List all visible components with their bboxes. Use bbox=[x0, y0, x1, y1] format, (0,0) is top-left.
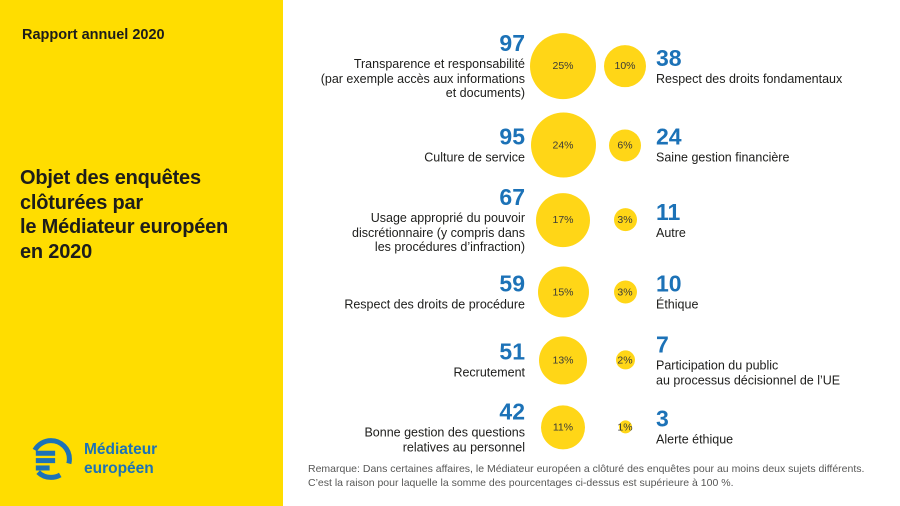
right-percent: 3% bbox=[617, 213, 633, 226]
left-value: 51 bbox=[499, 338, 525, 365]
ombudsman-logo: Médiateur européen bbox=[28, 436, 157, 482]
right-value: 3 bbox=[656, 405, 669, 432]
right-bubble: 1% bbox=[617, 420, 633, 434]
footnote: Remarque: Dans certaines affaires, le Mé… bbox=[308, 463, 865, 489]
left-entry: 42 Bonne gestion des questions relatives… bbox=[283, 399, 525, 454]
right-percent: 3% bbox=[617, 286, 633, 298]
left-bubble: 24% bbox=[530, 112, 596, 178]
left-bubble-cell: 11% bbox=[525, 404, 601, 449]
right-label: Respect des droits fondamentaux bbox=[656, 71, 843, 86]
right-entry: 3 Alerte éthique bbox=[656, 407, 733, 448]
right-value: 10 bbox=[656, 270, 682, 297]
ombudsman-logo-text: Médiateur européen bbox=[84, 441, 158, 477]
left-label: Usage approprié du pouvoir discrétionnai… bbox=[352, 211, 525, 255]
left-label: Respect des droits de procédure bbox=[344, 297, 525, 312]
right-bubble: 10% bbox=[604, 44, 646, 87]
left-bubble: 17% bbox=[536, 192, 590, 247]
right-bubble: 6% bbox=[609, 129, 641, 161]
right-percent: 6% bbox=[617, 139, 633, 151]
right-bubble: 3% bbox=[613, 280, 637, 304]
right-bubble-cell: 3% bbox=[601, 208, 649, 232]
left-value: 59 bbox=[499, 270, 525, 297]
left-label: Recrutement bbox=[453, 365, 525, 380]
right-label: Autre bbox=[656, 225, 686, 240]
right-value: 7 bbox=[656, 331, 669, 358]
chart-row: 97 Transparence et responsabilité (par e… bbox=[283, 31, 900, 101]
right-value: 24 bbox=[656, 123, 682, 150]
left-label: Culture de service bbox=[424, 150, 525, 165]
right-label: Éthique bbox=[656, 297, 699, 312]
chart-row: 95 Culture de service 24% 6% 24 Saine ge… bbox=[283, 112, 900, 178]
page-title: Objet des enquêtes clôturées par le Médi… bbox=[20, 167, 229, 263]
right-entry: 24 Saine gestion financière bbox=[656, 125, 789, 166]
sidebar: Rapport annuel 2020 Objet des enquêtes c… bbox=[0, 0, 283, 506]
left-entry: 59 Respect des droits de procédure bbox=[283, 272, 525, 313]
right-entry: 11 Autre bbox=[656, 200, 686, 241]
left-percent: 11% bbox=[552, 420, 574, 433]
right-label: Participation du public au processus déc… bbox=[656, 358, 841, 388]
right-value: 11 bbox=[656, 198, 681, 225]
right-entry: 10 Éthique bbox=[656, 272, 698, 313]
left-bubble: 15% bbox=[537, 266, 589, 318]
right-bubble: 3% bbox=[613, 208, 637, 232]
chart-row: 42 Bonne gestion des questions relatives… bbox=[283, 399, 900, 454]
right-bubble-cell: 6% bbox=[601, 129, 649, 161]
left-bubble-cell: 24% bbox=[525, 112, 601, 178]
left-label: Bonne gestion des questions relatives au… bbox=[364, 425, 525, 455]
left-bubble-cell: 17% bbox=[525, 192, 601, 247]
left-entry: 97 Transparence et responsabilité (par e… bbox=[283, 31, 525, 101]
right-percent: 2% bbox=[617, 353, 633, 366]
left-bubble: 13% bbox=[539, 335, 587, 384]
right-bubble-cell: 2% bbox=[601, 350, 649, 370]
chart-row: 59 Respect des droits de procédure 15% 3… bbox=[283, 266, 900, 318]
left-value: 42 bbox=[499, 398, 525, 425]
left-bubble: 25% bbox=[530, 32, 596, 99]
left-percent: 13% bbox=[552, 353, 574, 366]
left-value: 97 bbox=[499, 30, 525, 57]
left-entry: 51 Recrutement bbox=[283, 340, 525, 381]
right-bubble-cell: 3% bbox=[601, 280, 649, 304]
left-entry: 95 Culture de service bbox=[283, 125, 525, 166]
right-percent: 1% bbox=[617, 420, 633, 433]
ombudsman-logo-icon bbox=[28, 436, 74, 482]
right-value: 38 bbox=[656, 44, 682, 71]
right-entry: 38 Respect des droits fondamentaux bbox=[656, 46, 842, 87]
report-label: Rapport annuel 2020 bbox=[22, 27, 165, 43]
left-bubble-cell: 25% bbox=[525, 32, 601, 99]
left-percent: 24% bbox=[552, 139, 574, 151]
left-value: 67 bbox=[499, 184, 525, 211]
right-entry: 7 Participation du public au processus d… bbox=[656, 332, 840, 387]
left-percent: 15% bbox=[552, 286, 574, 298]
left-bubble: 11% bbox=[541, 404, 585, 449]
right-label: Saine gestion financière bbox=[656, 150, 790, 165]
right-bubble-cell: 1% bbox=[601, 420, 649, 434]
left-percent: 17% bbox=[552, 213, 574, 226]
right-bubble: 2% bbox=[615, 350, 635, 370]
left-bubble-cell: 13% bbox=[525, 335, 601, 384]
chart-row: 67 Usage approprié du pouvoir discrétion… bbox=[283, 185, 900, 255]
left-percent: 25% bbox=[552, 59, 574, 72]
left-value: 95 bbox=[499, 123, 525, 150]
right-bubble-cell: 10% bbox=[601, 44, 649, 87]
left-entry: 67 Usage approprié du pouvoir discrétion… bbox=[283, 185, 525, 255]
right-label: Alerte éthique bbox=[656, 432, 734, 447]
bubble-chart: 97 Transparence et responsabilité (par e… bbox=[283, 0, 900, 506]
left-bubble-cell: 15% bbox=[525, 266, 601, 318]
right-percent: 10% bbox=[614, 59, 636, 72]
chart-row: 51 Recrutement 13% 2% 7 Participation du… bbox=[283, 332, 900, 387]
left-label: Transparence et responsabilité (par exem… bbox=[320, 57, 525, 101]
